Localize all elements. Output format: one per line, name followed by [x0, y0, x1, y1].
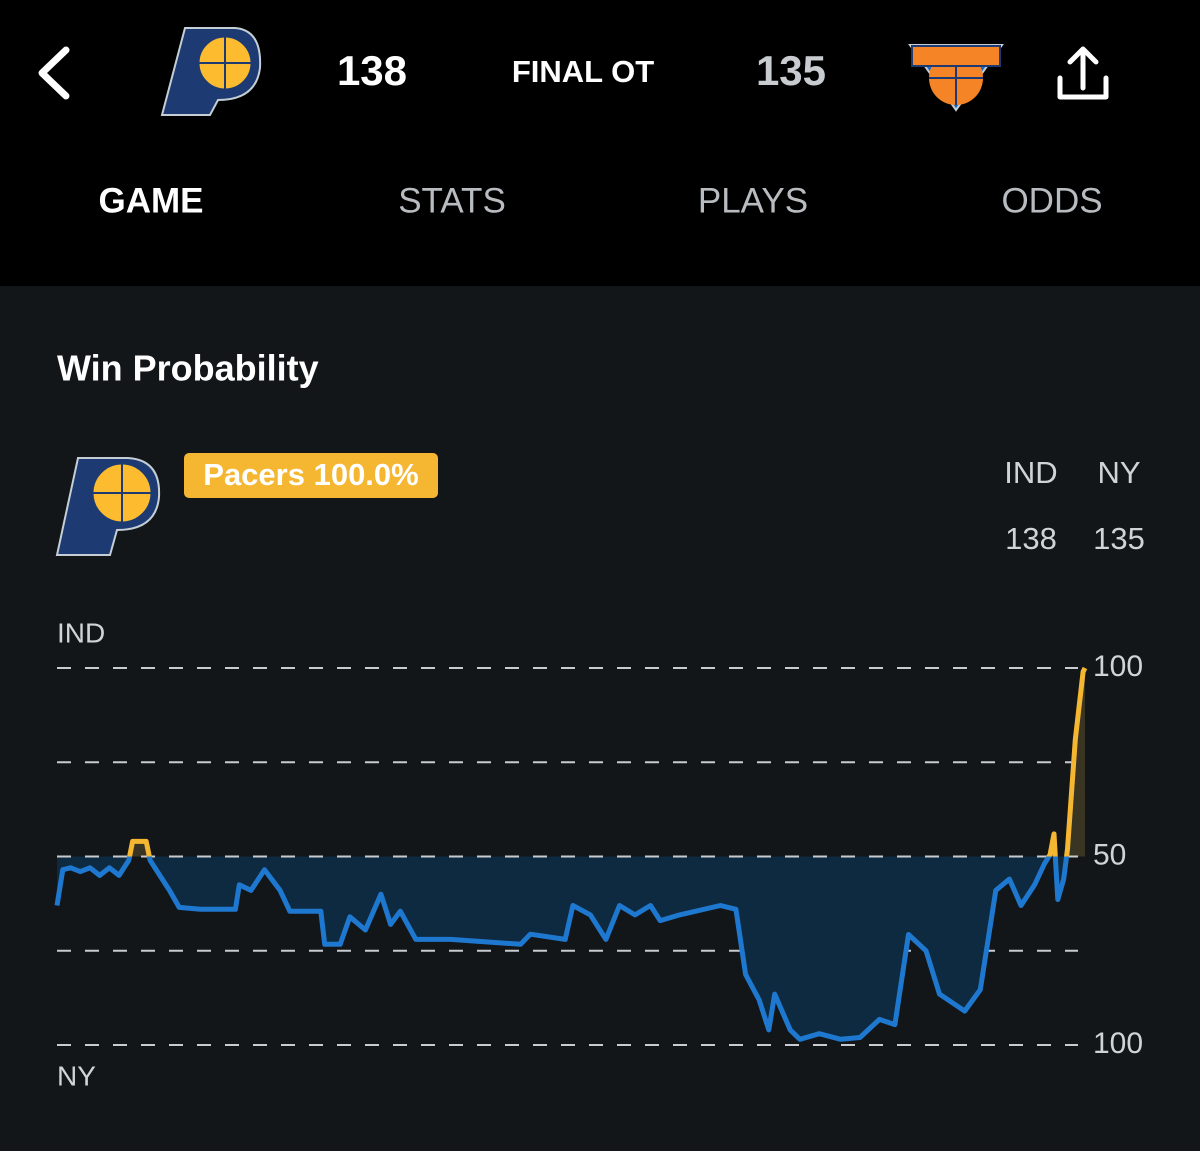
score-column: NY — [1097, 455, 1140, 490]
y-tick-label: 100 — [1093, 1027, 1143, 1060]
badge-bg — [184, 453, 438, 498]
pacers-logo-small — [55, 457, 161, 556]
home-score: 138 — [337, 47, 407, 94]
chart-title: Win Probability — [57, 348, 319, 389]
tab[interactable]: PLAYS — [698, 181, 808, 220]
back-button[interactable] — [38, 46, 70, 100]
win-badge: Pacers 100.0% — [203, 457, 418, 492]
tab[interactable]: ODDS — [1001, 181, 1102, 220]
chart: 100 50 100 — [54, 650, 1143, 1060]
knicks-logo — [908, 44, 1004, 112]
pacers-logo — [160, 27, 262, 116]
away-score: 135 — [756, 47, 826, 94]
tab[interactable]: GAME — [99, 181, 204, 220]
axis-top-label: IND — [57, 617, 105, 648]
score-value: 135 — [1093, 521, 1145, 556]
score-column: IND — [1004, 455, 1057, 490]
y-tick-label: 100 — [1093, 650, 1143, 683]
share-button[interactable] — [1057, 46, 1109, 100]
header-bg — [0, 0, 1200, 286]
y-tick-label: 50 — [1093, 838, 1126, 871]
score-value: 138 — [1005, 521, 1057, 556]
win-prob-area — [57, 668, 1085, 1040]
win-prob-line — [54, 666, 1088, 1042]
axis-bottom-label: NY — [57, 1060, 96, 1091]
tab[interactable]: STATS — [398, 181, 506, 220]
game-status: FINAL OT — [512, 54, 654, 89]
